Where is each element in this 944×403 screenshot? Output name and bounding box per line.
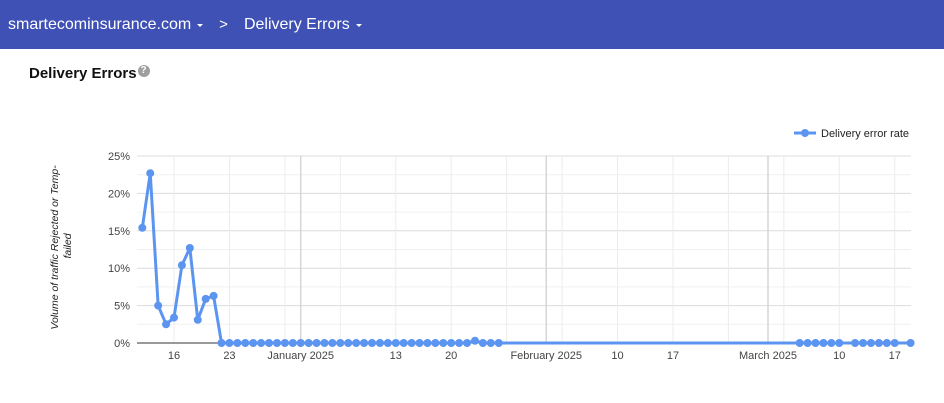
data-point [447,339,456,347]
y-tick-label: 25% [108,151,130,163]
y-tick-label: 20% [108,188,130,200]
y-axis-label-line-2: failed [62,232,74,258]
data-point [249,339,258,347]
domain-selector[interactable]: smartecominsurance.com [8,15,204,34]
legend-marker-icon [801,129,809,137]
series-line [140,171,911,345]
data-point [265,339,274,347]
x-tick-label: February 2025 [510,350,582,362]
data-point [201,294,210,303]
data-point [478,339,487,347]
y-tick-label: 0% [114,338,130,350]
data-point [455,339,464,347]
data-point [375,339,384,347]
data-point [257,339,266,347]
data-point [360,339,369,347]
data-point [835,339,844,347]
x-tick-label: March 2025 [739,350,797,362]
data-point [233,339,242,347]
data-point [162,320,171,329]
data-point [288,339,297,347]
data-point [154,301,163,310]
data-point [280,339,289,347]
data-point [819,339,828,347]
data-point [827,339,836,347]
data-point [431,339,440,347]
x-tick-label: 10 [611,350,623,362]
data-point [344,339,353,347]
data-point [241,339,250,347]
data-point [795,339,804,347]
data-point [320,339,329,347]
y-tick-label: 10% [108,263,130,275]
data-point [811,339,820,347]
data-point [138,223,147,232]
data-point [312,339,321,347]
data-point [225,339,234,347]
top-bar: smartecominsurance.com > Delivery Errors [0,0,944,49]
data-point [272,339,281,347]
data-point [170,313,178,322]
data-point [439,339,448,347]
data-point [328,339,337,347]
data-point [494,339,503,347]
data-point [463,339,472,347]
data-point [415,339,424,347]
x-tick-label: 23 [223,350,235,362]
data-point [217,339,226,347]
domain-label: smartecominsurance.com [8,15,192,33]
data-point [851,339,860,347]
x-tick-label: 17 [667,350,679,362]
data-point [296,339,305,347]
legend-label: Delivery error rate [821,128,909,140]
data-point [209,291,218,300]
data-point [859,339,868,347]
grid [137,155,911,344]
dropdown-caret-icon [355,24,362,27]
data-point [304,339,313,347]
data-point [177,261,186,270]
y-tick-labels: 0% 5% 10% 15% 20% 25% [108,151,130,350]
y-axis-label: Volume of traffic Rejected or Temp- fail… [49,162,74,329]
x-tick-labels: 16 23 January 2025 13 20 February 2025 10 17 Mar… [168,350,901,362]
y-tick-label: 5% [114,301,130,313]
x-tick-label: 16 [168,350,180,362]
x-tick-label: 17 [889,350,901,362]
data-point [906,339,915,347]
x-tick-label: 10 [833,350,845,362]
data-point [399,339,408,347]
data-point [368,339,376,347]
data-point [470,336,479,345]
dropdown-caret-icon [197,24,204,27]
x-tick-label: 13 [390,350,402,362]
page-label: Delivery Errors [243,15,350,33]
series-delivery-error-rate [138,169,915,347]
section-title: Delivery Errors [29,65,137,82]
data-point [866,339,875,347]
data-point [890,339,899,347]
data-point [336,339,345,347]
data-point [185,244,194,253]
data-point [803,339,812,347]
x-tick-label: January 2025 [267,350,334,362]
data-point [486,339,495,347]
y-axis-label-line-1: Volume of traffic Rejected or Temp- [49,165,61,330]
section-title-row: Delivery Errors ? [29,64,150,82]
data-point [882,339,891,347]
x-tick-label: 20 [445,350,457,362]
data-point [423,339,432,347]
data-point [193,315,202,324]
data-point [352,339,361,347]
data-point [383,339,392,347]
data-point [391,339,400,347]
data-point [407,339,416,347]
data-point [146,169,155,178]
data-point [874,339,883,347]
legend[interactable]: Delivery error rate [794,128,909,140]
help-icon[interactable]: ? [137,64,150,77]
y-tick-label: 15% [108,226,130,238]
breadcrumb-separator-icon: > [219,16,228,33]
page-selector[interactable]: Delivery Errors [244,16,362,34]
